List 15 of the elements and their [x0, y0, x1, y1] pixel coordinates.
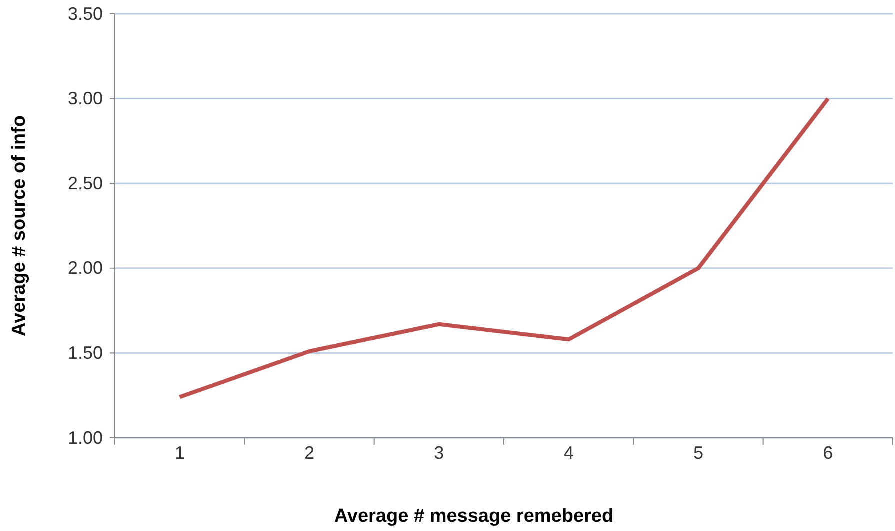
x-axis-title: Average # message remebered — [334, 506, 614, 527]
x-tick-label: 6 — [823, 443, 834, 463]
y-tick-label: 3.00 — [68, 88, 103, 109]
y-tick-label: 2.50 — [68, 173, 103, 194]
x-tick-label: 5 — [693, 443, 704, 463]
x-tick-label: 3 — [434, 443, 444, 463]
y-tick-label: 2.00 — [68, 258, 103, 278]
y-tick-label: 1.50 — [68, 342, 103, 363]
y-axis-title: Average # source of info — [9, 115, 30, 337]
x-tick-label: 4 — [564, 443, 574, 463]
x-tick-label: 2 — [304, 443, 315, 463]
y-tick-label: 3.50 — [68, 4, 103, 24]
x-tick-label: 1 — [174, 443, 185, 463]
y-tick-label: 1.00 — [68, 428, 103, 448]
line-series — [178, 96, 830, 400]
